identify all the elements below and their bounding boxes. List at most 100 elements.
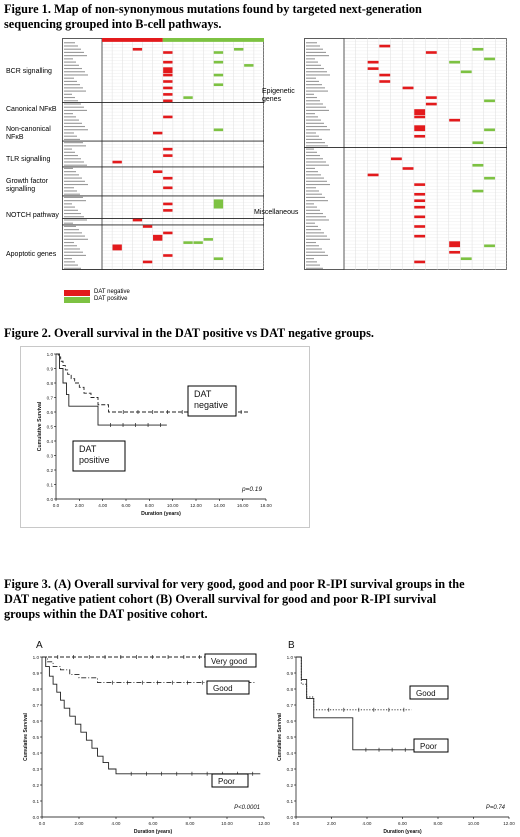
y-tick-label: 0.7 — [33, 703, 40, 708]
mutation-cell — [449, 250, 461, 254]
gene-name-mark — [306, 222, 315, 224]
gene-name-mark — [64, 80, 77, 82]
mutation-cell — [142, 225, 153, 228]
y-tick-label: 0.1 — [47, 482, 54, 487]
mutation-cell — [379, 80, 391, 83]
y-tick-label: 0.5 — [287, 735, 294, 740]
mutation-cell — [213, 199, 224, 209]
survival-curve — [42, 656, 255, 684]
figure-3-title-line: DAT negative patient cohort (B) Overall … — [4, 592, 437, 606]
gene-name-mark — [64, 132, 74, 134]
gene-name-mark — [64, 209, 78, 211]
gene-name-mark — [64, 84, 80, 86]
gene-name-mark — [306, 206, 317, 208]
mutation-cell — [379, 44, 391, 48]
mutation-cell — [414, 192, 426, 196]
mutation-cell — [193, 241, 203, 244]
label-poor-box — [413, 738, 449, 753]
gene-name-mark — [306, 119, 321, 121]
mutation-cell — [132, 47, 143, 51]
gene-name-mark — [306, 51, 326, 53]
mutation-cell — [163, 154, 173, 157]
y-tick-label: 0.3 — [47, 453, 54, 458]
y-tick-label: 0.8 — [287, 687, 294, 692]
gene-name-mark — [306, 225, 318, 227]
mutation-cell — [425, 51, 437, 54]
gene-name-mark — [64, 225, 76, 227]
group-label-text: Miscellaneous — [254, 209, 299, 216]
mutation-cell — [163, 115, 173, 119]
y-tick-label: 0.8 — [33, 687, 40, 692]
gene-name-mark — [306, 77, 316, 79]
group-label-apoptotic: Apoptotic genes — [6, 251, 56, 259]
gene-name-mark — [64, 87, 83, 89]
x-tick-label: 0.0 — [39, 821, 46, 826]
gene-name-mark — [306, 148, 314, 150]
gene-name-mark — [306, 132, 316, 134]
gene-name-mark — [64, 48, 81, 50]
gene-name-mark — [306, 171, 318, 173]
gene-name-mark — [64, 203, 72, 205]
x-tick-label: 12.00 — [190, 503, 202, 508]
mutation-cell — [163, 209, 173, 212]
y-tick-label: 0.9 — [287, 671, 294, 676]
x-tick-label: 6.00 — [398, 821, 407, 826]
mutation-cell — [112, 244, 122, 251]
mutation-cell — [449, 60, 461, 64]
mutation-cell — [163, 231, 173, 235]
figure-2-title: Figure 2. Overall survival in the DAT po… — [4, 326, 374, 341]
gene-name-mark — [64, 171, 76, 173]
mutation-cell — [153, 131, 163, 135]
gene-name-mark — [306, 61, 318, 63]
x-tick-label: 4.00 — [98, 503, 107, 508]
gene-name-mark — [64, 258, 72, 260]
gene-name-mark — [306, 45, 320, 47]
mutation-cell — [163, 86, 173, 90]
mutation-cell — [163, 73, 173, 77]
gene-name-mark — [306, 129, 330, 131]
mutation-cell — [472, 189, 484, 193]
mutation-cell — [244, 64, 254, 67]
gene-name-mark — [306, 48, 323, 50]
group-label-miscellaneous: Miscellaneous — [254, 209, 298, 217]
gene-name-mark — [64, 61, 76, 63]
callout-dat-positive-text: DAT — [79, 444, 97, 454]
label-good-box — [409, 685, 449, 700]
gene-name-mark — [64, 232, 82, 234]
gene-name-mark — [306, 216, 326, 218]
mutation-cell — [203, 238, 213, 241]
gene-name-mark — [64, 71, 85, 73]
gene-name-mark — [64, 251, 83, 253]
mutation-cell — [132, 218, 143, 222]
survival-curve — [56, 353, 249, 413]
gene-name-mark — [306, 196, 325, 198]
header-band-dat-negative — [102, 38, 163, 42]
y-tick-label: 0.0 — [287, 815, 294, 820]
gene-name-mark — [306, 87, 325, 89]
gene-name-mark — [306, 109, 329, 111]
x-tick-label: 6.00 — [122, 503, 131, 508]
label-very-good-text: Very good — [211, 657, 247, 666]
x-tick-label: 2.00 — [75, 821, 84, 826]
y-tick-label: 0.9 — [33, 671, 40, 676]
gene-name-mark — [306, 267, 323, 269]
group-label-text: NOTCH pathway — [6, 212, 59, 219]
mutation-cell — [163, 80, 173, 83]
y-tick-label: 0.4 — [47, 439, 54, 444]
gene-name-mark — [64, 100, 78, 102]
x-tick-label: 10.00 — [468, 821, 480, 826]
gene-name-mark — [64, 116, 76, 118]
gene-name-mark — [64, 222, 73, 224]
y-tick-label: 0.7 — [47, 395, 54, 400]
gene-name-mark — [306, 193, 322, 195]
callout-dat-negative-text: DAT — [194, 389, 212, 399]
x-tick-label: 0.0 — [293, 821, 300, 826]
y-axis-label: Cumulative Survival — [23, 712, 29, 760]
gene-name-mark — [64, 177, 82, 179]
gene-name-mark — [64, 77, 74, 79]
survival-curve — [42, 656, 261, 775]
figure-2-survival-chart: 0.0 0.1 0.2 0.3 0.4 0.5 0.6 0.7 0.8 0.9 1.0 0.0 2.00… — [20, 346, 310, 528]
gene-name-mark — [306, 135, 319, 137]
gene-name-mark — [306, 261, 317, 263]
group-label-text: Growth factor — [6, 178, 49, 185]
